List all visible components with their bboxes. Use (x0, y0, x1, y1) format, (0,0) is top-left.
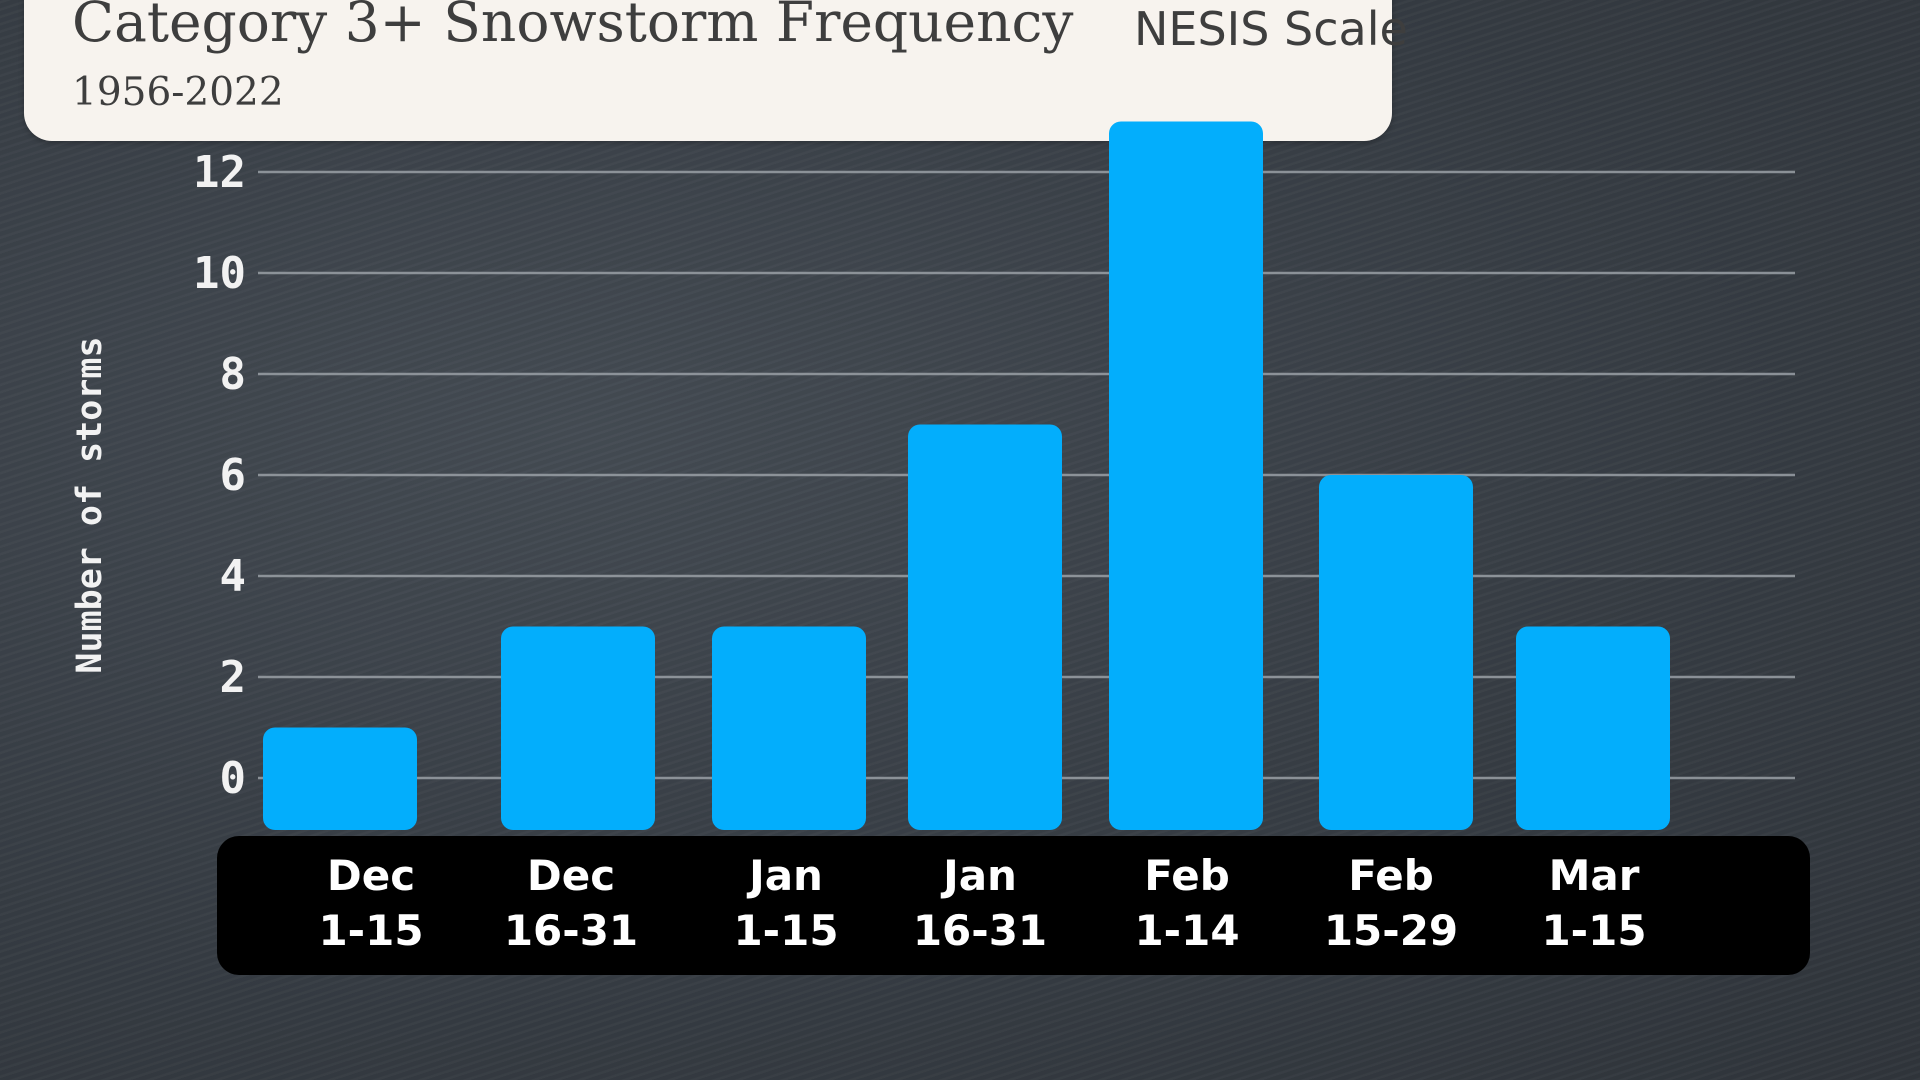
x-tick-label: Feb 15-29 (1271, 848, 1511, 958)
x-tick-label-days: 1-15 (318, 906, 424, 955)
scale-label: NESIS Scale (1134, 2, 1408, 56)
bar-jan-16-31 (908, 424, 1062, 830)
x-tick-label-days: 1-15 (733, 906, 839, 955)
x-tick-label-days: 1-15 (1541, 906, 1647, 955)
bar-jan-1-15 (712, 626, 866, 830)
x-tick-label: Feb 1-14 (1067, 848, 1307, 958)
x-tick-label-month: Dec (526, 851, 616, 900)
bar-feb-15-29 (1319, 475, 1473, 830)
y-tick-label: 4 (220, 551, 247, 602)
chart-title: Category 3+ Snowstorm Frequency (72, 0, 1074, 54)
x-tick-label: Mar 1-15 (1474, 848, 1714, 958)
x-tick-label-month: Feb (1144, 851, 1230, 900)
x-tick-label-days: 16-31 (912, 906, 1048, 955)
y-tick-label: 8 (220, 349, 247, 400)
bar-feb-1-14 (1109, 121, 1263, 830)
x-tick-label-month: Feb (1348, 851, 1434, 900)
x-tick-label-month: Jan (749, 851, 823, 900)
chart-subtitle: 1956-2022 (72, 70, 284, 115)
x-tick-label: Jan 1-15 (666, 848, 906, 958)
x-tick-label-month: Jan (943, 851, 1017, 900)
x-tick-label-days: 15-29 (1323, 906, 1459, 955)
y-tick-label: 12 (193, 147, 246, 198)
y-tick-label: 10 (193, 248, 246, 299)
bar-dec-1-15 (263, 727, 417, 830)
bar-dec-16-31 (501, 626, 655, 830)
bar-mar-1-15 (1516, 626, 1670, 830)
y-tick-label: 6 (220, 450, 247, 501)
x-tick-label: Jan 16-31 (860, 848, 1100, 958)
y-tick-label: 2 (220, 652, 247, 703)
x-tick-label-month: Dec (326, 851, 416, 900)
y-tick-label: 0 (220, 753, 247, 804)
x-tick-label: Dec 16-31 (451, 848, 691, 958)
category-band (217, 836, 1810, 975)
title-box: Category 3+ Snowstorm Frequency 1956-202… (24, 0, 1408, 141)
x-tick-label-days: 1-14 (1134, 906, 1240, 955)
x-tick-label: Dec 1-15 (251, 848, 491, 958)
x-tick-label-days: 16-31 (503, 906, 639, 955)
x-tick-label-month: Mar (1548, 851, 1640, 900)
